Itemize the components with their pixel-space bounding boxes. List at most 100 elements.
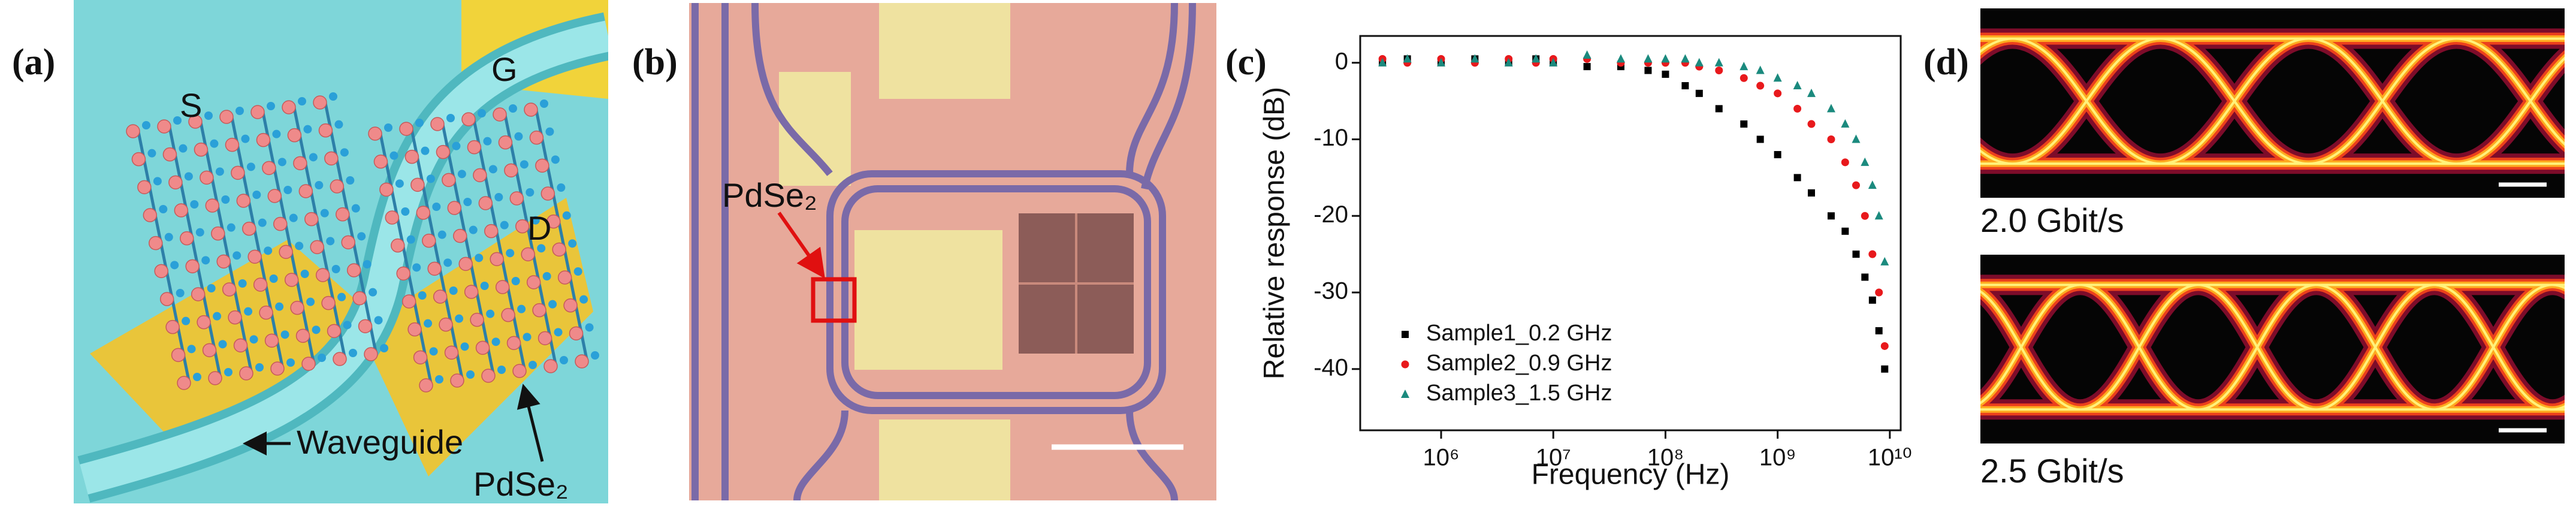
atom xyxy=(277,158,286,167)
atom xyxy=(560,356,568,364)
atom xyxy=(272,129,281,138)
atom xyxy=(437,230,446,239)
atom xyxy=(480,282,489,290)
atom xyxy=(165,319,180,334)
panel-label: (b) xyxy=(632,42,678,83)
atom xyxy=(573,267,582,276)
atom xyxy=(218,340,227,349)
atom xyxy=(182,316,191,325)
atom xyxy=(389,151,398,160)
atom xyxy=(521,247,535,262)
atom xyxy=(239,366,253,381)
eye-trace xyxy=(1980,37,2565,165)
atom xyxy=(174,203,189,218)
atom xyxy=(529,130,544,145)
atom xyxy=(304,212,319,227)
atom xyxy=(467,140,482,155)
atom xyxy=(540,99,548,108)
atom xyxy=(364,347,378,361)
atom xyxy=(523,333,531,342)
atom xyxy=(312,325,321,334)
atom xyxy=(421,146,430,155)
atom xyxy=(488,165,497,174)
atom xyxy=(340,148,349,157)
atom xyxy=(159,292,174,306)
molecule-chains xyxy=(126,92,599,393)
atom xyxy=(193,373,201,381)
atom xyxy=(270,361,285,376)
atom xyxy=(262,161,276,176)
atom xyxy=(204,111,213,120)
atom xyxy=(418,291,427,300)
atom xyxy=(494,193,503,201)
atom xyxy=(195,228,204,237)
atom xyxy=(478,196,493,210)
atom xyxy=(289,213,298,222)
atom xyxy=(157,119,171,134)
y-axis-label: Relative response (dB) xyxy=(1259,87,1291,379)
point xyxy=(1861,273,1869,281)
point xyxy=(1793,104,1802,113)
atom xyxy=(252,191,261,199)
atom xyxy=(298,184,313,198)
atom xyxy=(341,235,355,250)
atom xyxy=(413,350,428,365)
atom xyxy=(374,316,383,325)
atom xyxy=(313,95,327,110)
atom xyxy=(501,307,515,322)
atom xyxy=(449,286,458,295)
atom xyxy=(562,211,571,220)
point xyxy=(1470,54,1479,63)
point xyxy=(1695,89,1703,97)
atom xyxy=(563,298,578,313)
point xyxy=(1644,67,1652,74)
point xyxy=(1756,82,1765,90)
atom xyxy=(531,216,540,225)
arrow xyxy=(517,384,544,462)
chain-bond xyxy=(503,111,557,364)
atom xyxy=(173,116,182,125)
atom xyxy=(395,179,404,188)
legend-label: Sample2_0.9 GHz xyxy=(1426,351,1612,376)
atom xyxy=(170,261,179,270)
atom xyxy=(515,219,530,234)
atom xyxy=(535,158,549,173)
pad xyxy=(879,3,1010,99)
atom xyxy=(520,160,529,169)
atom xyxy=(258,218,267,227)
atom xyxy=(318,123,333,138)
atom xyxy=(504,163,518,178)
atom xyxy=(461,112,476,126)
atom xyxy=(427,261,442,276)
atom xyxy=(295,242,304,251)
waveguide-label: Waveguide xyxy=(297,423,463,461)
point xyxy=(1852,181,1861,189)
atom xyxy=(228,310,242,325)
eye-diagram xyxy=(1980,8,2565,198)
atom xyxy=(326,237,335,246)
atom xyxy=(235,107,244,115)
eye-label: 2.0 Gbit/s xyxy=(1980,201,2124,239)
atom xyxy=(309,153,318,162)
atom xyxy=(284,273,299,287)
atom xyxy=(202,343,217,358)
atom xyxy=(249,335,258,344)
atom xyxy=(211,226,225,241)
atom xyxy=(242,221,256,236)
atom xyxy=(159,205,168,213)
atom xyxy=(191,287,206,301)
atom xyxy=(269,274,278,283)
atom xyxy=(444,345,459,360)
waveguides xyxy=(691,3,1196,500)
atom xyxy=(506,249,515,258)
pad xyxy=(879,420,1010,500)
atom xyxy=(447,201,462,215)
pad xyxy=(854,230,1002,370)
atom xyxy=(287,128,302,143)
atom xyxy=(238,279,247,288)
point xyxy=(1880,342,1889,350)
x-tick-label: 10⁹ xyxy=(1759,445,1796,471)
atom xyxy=(286,358,295,367)
point xyxy=(1740,120,1748,128)
